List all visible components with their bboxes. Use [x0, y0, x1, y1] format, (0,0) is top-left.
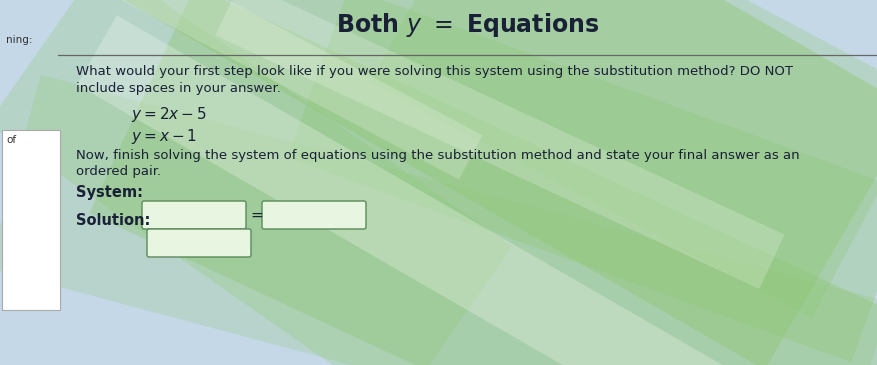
- Text: Solution:: Solution:: [76, 213, 150, 228]
- Text: What would your first step look like if you were solving this system using the s: What would your first step look like if …: [76, 65, 793, 78]
- Bar: [0, 75, 877, 365]
- Bar: [18, 0, 482, 180]
- Bar: [89, 0, 877, 365]
- Text: =: =: [250, 207, 263, 223]
- Bar: [371, 0, 877, 318]
- FancyBboxPatch shape: [262, 201, 366, 229]
- Bar: [216, 0, 785, 289]
- Text: System:: System:: [76, 185, 143, 200]
- FancyBboxPatch shape: [142, 201, 246, 229]
- Text: Both $\mathit{y}$ $=$ Equations: Both $\mathit{y}$ $=$ Equations: [336, 11, 599, 39]
- Text: of: of: [6, 135, 16, 145]
- Bar: [0, 0, 512, 365]
- Bar: [77, 15, 724, 365]
- FancyBboxPatch shape: [2, 130, 60, 310]
- Text: $y = 2x - 5$: $y = 2x - 5$: [131, 105, 207, 124]
- Text: ning:: ning:: [6, 35, 32, 45]
- FancyBboxPatch shape: [147, 229, 251, 257]
- Text: include spaces in your answer.: include spaces in your answer.: [76, 82, 281, 95]
- Bar: [288, 0, 877, 362]
- Text: $y = x - 1$: $y = x - 1$: [131, 127, 197, 146]
- Text: ordered pair.: ordered pair.: [76, 165, 161, 178]
- Text: Now, finish solving the system of equations using the substitution method and st: Now, finish solving the system of equati…: [76, 149, 800, 162]
